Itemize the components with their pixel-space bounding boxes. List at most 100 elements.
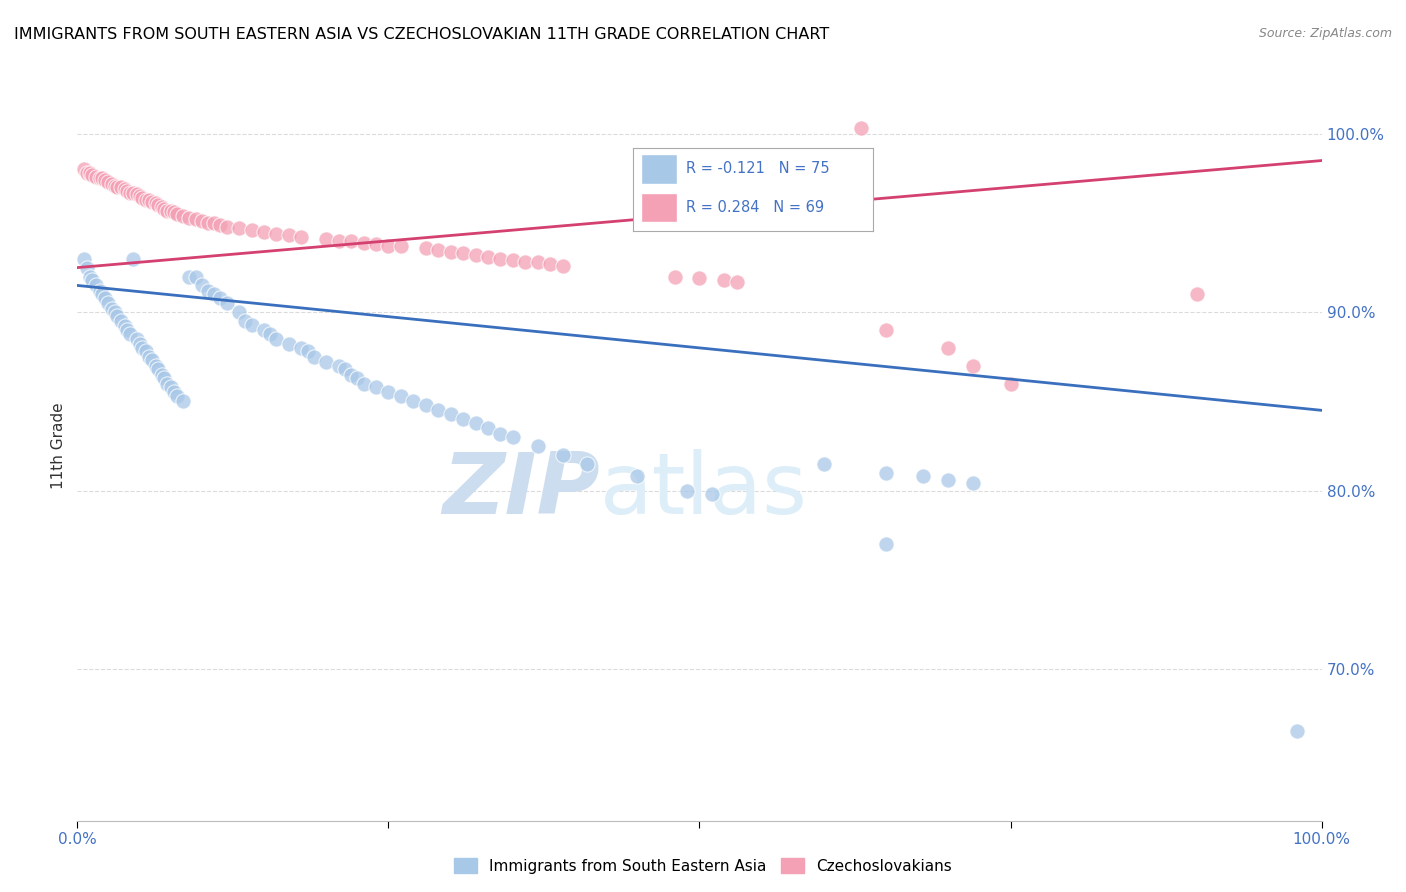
Point [202, 287, 225, 301]
Point [439, 244, 461, 259]
Point [377, 385, 399, 400]
Point [153, 371, 176, 385]
Legend: Immigrants from South Eastern Asia, Czechoslovakians: Immigrants from South Eastern Asia, Czec… [447, 852, 959, 880]
Point [105, 309, 128, 323]
Text: R = -0.121   N = 75: R = -0.121 N = 75 [686, 161, 830, 177]
Point [215, 296, 238, 310]
Point [515, 255, 537, 269]
Point [197, 216, 219, 230]
Point [172, 394, 194, 409]
Point [72, 252, 94, 266]
Point [135, 193, 157, 207]
Point [1000, 376, 1022, 391]
Point [89, 284, 111, 298]
Point [138, 193, 160, 207]
Point [89, 171, 111, 186]
Text: ZIP: ZIP [443, 450, 600, 533]
Point [84, 278, 107, 293]
Point [315, 355, 337, 369]
Point [145, 359, 167, 373]
Point [502, 430, 524, 444]
Point [277, 228, 299, 243]
Point [125, 332, 148, 346]
Point [163, 205, 186, 219]
Point [689, 271, 711, 285]
Point [538, 257, 561, 271]
Point [676, 483, 699, 498]
Text: R = 0.284   N = 69: R = 0.284 N = 69 [686, 200, 824, 215]
Point [79, 166, 101, 180]
Point [166, 207, 188, 221]
Point [253, 323, 276, 337]
Point [153, 202, 176, 216]
Point [79, 269, 101, 284]
Point [576, 457, 599, 471]
Point [664, 269, 686, 284]
Point [163, 385, 186, 400]
Point [202, 216, 225, 230]
Point [150, 200, 173, 214]
Point [551, 259, 574, 273]
Point [128, 189, 150, 203]
Point [159, 203, 181, 218]
Point [266, 332, 288, 346]
Point [389, 239, 412, 253]
Point [489, 252, 512, 266]
Point [439, 407, 461, 421]
Point [148, 362, 170, 376]
Point [228, 305, 250, 319]
Text: atlas: atlas [600, 450, 808, 533]
Point [197, 284, 219, 298]
Point [114, 319, 136, 334]
Point [101, 177, 124, 191]
FancyBboxPatch shape [641, 154, 676, 184]
Point [290, 341, 312, 355]
Point [122, 186, 145, 200]
Point [526, 255, 548, 269]
Point [259, 326, 281, 341]
Point [464, 416, 486, 430]
Point [277, 337, 299, 351]
Point [114, 182, 136, 196]
Point [477, 421, 499, 435]
Point [936, 341, 959, 355]
Point [427, 243, 450, 257]
Point [936, 473, 959, 487]
Point [297, 344, 319, 359]
Point [93, 173, 115, 187]
Point [813, 457, 835, 471]
Point [141, 353, 163, 368]
Point [159, 380, 181, 394]
Point [346, 371, 368, 385]
Point [340, 234, 363, 248]
Point [97, 175, 120, 189]
Point [477, 250, 499, 264]
Point [502, 253, 524, 268]
Point [333, 362, 356, 376]
Point [526, 439, 548, 453]
Point [364, 237, 387, 252]
Point [184, 269, 207, 284]
Text: Source: ZipAtlas.com: Source: ZipAtlas.com [1258, 27, 1392, 40]
Point [209, 218, 232, 232]
Point [912, 469, 935, 483]
Point [962, 476, 984, 491]
Point [131, 191, 153, 205]
Point [118, 326, 141, 341]
Point [110, 180, 132, 194]
Point [101, 301, 124, 316]
FancyBboxPatch shape [641, 193, 676, 222]
Point [145, 196, 167, 211]
Point [340, 368, 363, 382]
Point [328, 359, 350, 373]
Point [76, 260, 98, 275]
Point [138, 350, 160, 364]
Point [240, 223, 263, 237]
Point [122, 252, 145, 266]
Point [93, 291, 115, 305]
Point [82, 168, 104, 182]
Point [875, 466, 897, 480]
Point [328, 234, 350, 248]
Point [179, 269, 201, 284]
Point [215, 219, 238, 234]
